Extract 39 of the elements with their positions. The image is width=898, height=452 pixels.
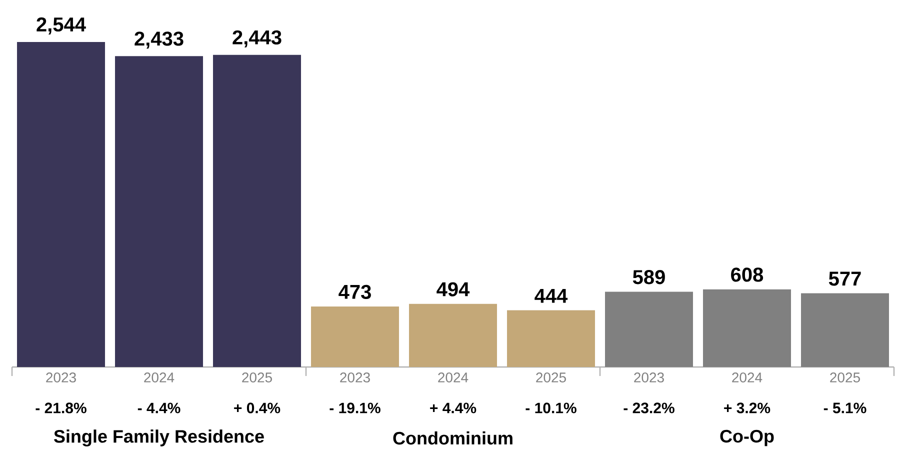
data-label: 2,544	[36, 17, 86, 34]
x-tick-label: 2024	[438, 372, 468, 382]
text: Co-Op	[720, 430, 774, 446]
bar	[311, 306, 399, 367]
x-tick-label: 2025	[242, 372, 272, 382]
data-label: 444	[534, 288, 568, 303]
data-label: 608	[731, 268, 764, 282]
x-tick-label: 2025	[830, 372, 860, 382]
bar	[800, 293, 889, 367]
text: + 3.2%	[724, 402, 770, 414]
bar	[17, 42, 106, 367]
text: - 10.1%	[526, 402, 576, 414]
x-tick-label: 2023	[46, 372, 76, 382]
x-tick-label: 2023	[340, 372, 370, 382]
x-tick-label: 2024	[732, 372, 762, 382]
bar	[605, 292, 693, 367]
data-label: 2,443	[232, 30, 282, 48]
x-tick-label: 2025	[536, 372, 566, 382]
data-label: 577	[828, 272, 861, 286]
bar	[507, 310, 595, 367]
data-label: 589	[632, 270, 665, 284]
bar	[213, 54, 302, 367]
x-tick-label: 2023	[634, 372, 664, 382]
text: - 19.1%	[330, 402, 380, 414]
bar	[702, 289, 791, 367]
data-label: 494	[436, 282, 470, 296]
text: + 0.4%	[234, 402, 280, 414]
bar	[115, 56, 204, 367]
data-label: 473	[338, 284, 371, 300]
bar	[409, 304, 497, 367]
text: - 5.1%	[824, 402, 866, 414]
data-label: 2,433	[134, 32, 184, 49]
text: Condominium	[393, 431, 512, 445]
text: - 4.4%	[138, 402, 180, 414]
text: Single Family Residence	[54, 430, 264, 446]
text: - 21.8%	[36, 402, 86, 414]
text: - 23.2%	[624, 402, 674, 414]
text: + 4.4%	[430, 402, 476, 414]
x-tick-label: 2024	[144, 372, 174, 382]
